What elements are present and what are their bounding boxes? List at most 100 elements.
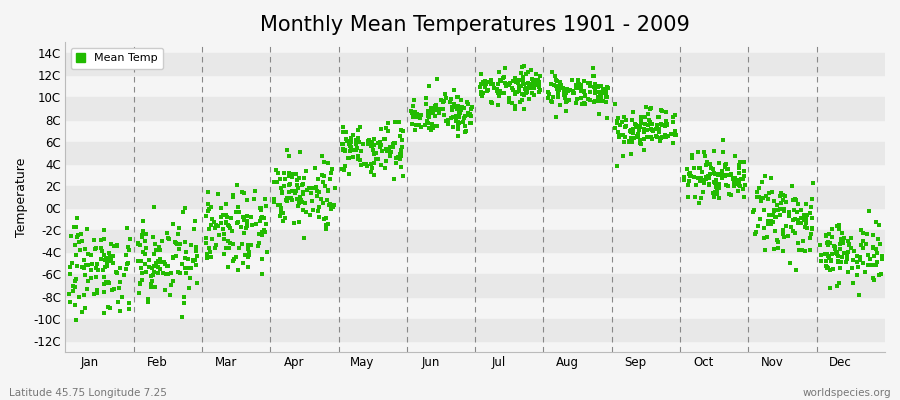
Point <box>819 263 833 270</box>
Point <box>571 81 585 87</box>
Point <box>634 118 648 124</box>
Point <box>591 94 606 101</box>
Point <box>659 134 673 140</box>
Point <box>478 82 492 89</box>
Point <box>163 292 177 298</box>
Point <box>234 241 248 247</box>
Point <box>112 264 127 271</box>
Point <box>78 272 93 278</box>
Point <box>516 91 530 98</box>
Point <box>109 269 123 276</box>
Point <box>198 234 212 241</box>
Point <box>363 140 377 147</box>
Point <box>786 197 800 204</box>
Point <box>637 136 652 142</box>
Point <box>781 208 796 215</box>
Point <box>277 183 292 190</box>
Point <box>626 130 641 136</box>
Point <box>707 148 722 154</box>
Point <box>788 266 803 273</box>
Point <box>364 164 379 171</box>
Point <box>613 122 627 128</box>
Point <box>574 82 589 88</box>
Point <box>564 77 579 83</box>
Point <box>425 108 439 115</box>
Point <box>297 235 311 242</box>
Point <box>527 92 542 99</box>
Point <box>255 214 269 220</box>
Point <box>296 190 310 197</box>
Point <box>728 178 742 184</box>
Point <box>593 98 608 104</box>
Point <box>317 216 331 222</box>
Point <box>658 132 672 138</box>
Point <box>429 76 444 82</box>
Point <box>708 171 723 178</box>
Point <box>184 265 198 271</box>
Point <box>292 218 307 225</box>
Point <box>70 232 85 238</box>
Point <box>532 82 546 89</box>
Point <box>517 81 531 88</box>
Point <box>199 240 213 246</box>
Point <box>532 78 546 85</box>
Point <box>727 180 742 186</box>
Point <box>275 190 290 196</box>
Point <box>819 264 833 271</box>
Point <box>824 258 839 264</box>
Point <box>833 259 848 266</box>
Point <box>764 218 778 224</box>
Point <box>748 230 762 237</box>
Point <box>526 76 540 83</box>
Point <box>100 259 114 266</box>
Point <box>688 182 703 188</box>
Point <box>804 231 818 237</box>
Point <box>716 149 730 156</box>
Point <box>750 189 764 195</box>
Point <box>103 254 117 260</box>
Point <box>159 230 174 236</box>
Point <box>157 259 171 266</box>
Point <box>204 204 219 210</box>
Point <box>392 155 407 162</box>
Point <box>139 261 153 267</box>
Point <box>303 212 318 219</box>
Point <box>148 260 163 266</box>
Point <box>169 252 184 259</box>
Point <box>241 242 256 248</box>
Point <box>179 270 194 276</box>
Point <box>320 160 335 166</box>
Point <box>554 82 568 89</box>
Point <box>502 94 517 101</box>
Point <box>580 96 595 102</box>
Point <box>256 215 271 221</box>
Point <box>382 152 397 158</box>
Point <box>251 243 266 249</box>
Point <box>110 270 124 277</box>
Point <box>445 103 459 110</box>
Point <box>668 132 682 138</box>
Point <box>68 224 83 230</box>
Point <box>570 84 584 91</box>
Point <box>616 114 631 120</box>
Point <box>202 248 217 255</box>
Point <box>663 130 678 137</box>
Point <box>764 221 778 227</box>
Point <box>622 138 636 144</box>
Point <box>700 159 715 165</box>
Point <box>560 86 574 93</box>
Point <box>75 264 89 270</box>
Point <box>413 124 428 130</box>
Point <box>490 85 504 92</box>
Point <box>145 265 159 271</box>
Point <box>292 197 307 203</box>
Point <box>200 251 214 258</box>
Point <box>710 191 724 197</box>
Point <box>814 242 828 248</box>
Point <box>710 187 724 193</box>
Point <box>732 162 746 168</box>
Point <box>240 213 255 220</box>
Point <box>350 145 365 151</box>
Point <box>806 180 820 186</box>
Point <box>634 140 648 146</box>
